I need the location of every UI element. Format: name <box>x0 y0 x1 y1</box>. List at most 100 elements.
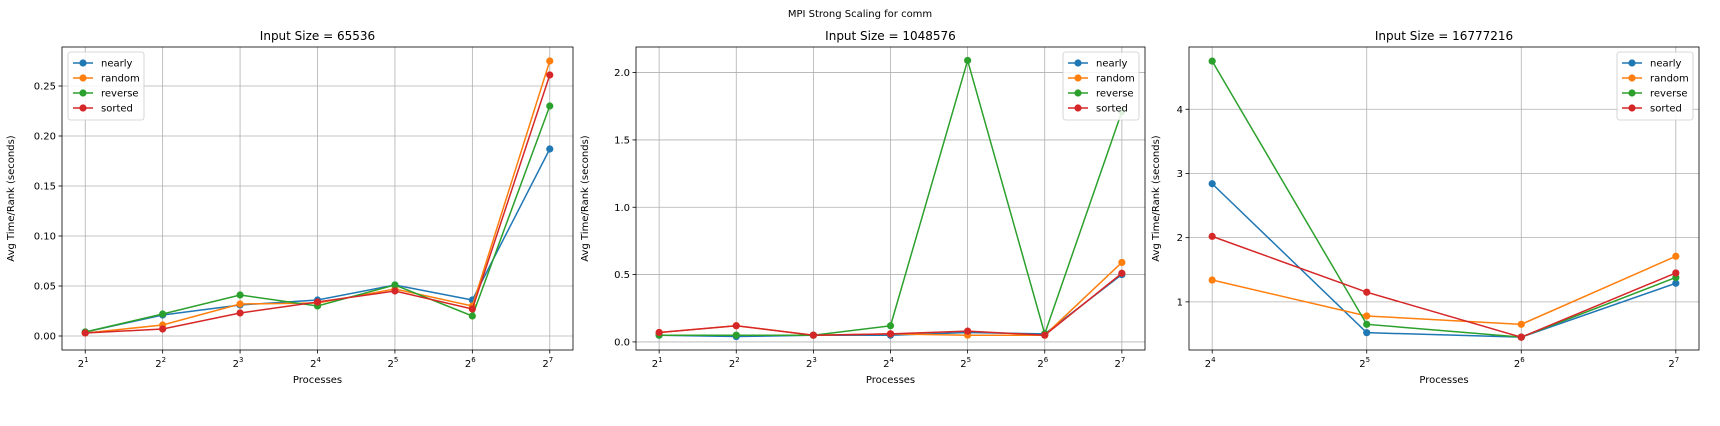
x-tick-base: 2 <box>1037 359 1043 370</box>
x-tick-label: 23 <box>233 356 244 370</box>
data-point-sorted <box>1517 333 1525 341</box>
x-tick-base: 2 <box>1668 359 1674 370</box>
data-point-random <box>236 300 244 308</box>
x-tick-base: 2 <box>806 359 812 370</box>
legend-marker-sorted <box>1628 104 1636 112</box>
x-axis-label: Processes <box>1419 375 1468 386</box>
data-point-random <box>1517 320 1525 328</box>
y-tick-label: 1 <box>1177 297 1183 308</box>
data-point-reverse <box>1363 320 1371 328</box>
y-tick-label: 4 <box>1177 105 1183 116</box>
data-point-sorted <box>809 331 817 339</box>
data-point-reverse <box>391 281 399 289</box>
legend: nearly random reverse sorted <box>67 51 145 121</box>
data-point-sorted <box>236 309 244 317</box>
x-tick-base: 2 <box>883 359 889 370</box>
data-point-nearly <box>1208 180 1216 188</box>
y-axis-label: Avg Time/Rank (seconds) <box>1151 135 1162 261</box>
data-point-reverse <box>468 312 476 320</box>
x-tick-label: 25 <box>960 356 971 370</box>
x-tick-exponent: 5 <box>394 356 398 364</box>
y-tick-label: 2 <box>1177 233 1183 244</box>
y-tick-label: 3 <box>1177 169 1183 180</box>
x-axis-label: Processes <box>866 375 915 386</box>
data-point-reverse <box>159 310 167 318</box>
x-tick-label: 27 <box>1114 356 1125 370</box>
data-point-sorted <box>546 71 554 79</box>
data-point-sorted <box>1672 269 1680 277</box>
x-tick-label: 25 <box>388 356 399 370</box>
y-tick-label: 0.25 <box>34 82 56 93</box>
legend-box <box>67 51 145 121</box>
data-point-sorted <box>1363 288 1371 296</box>
x-tick-base: 2 <box>1205 359 1211 370</box>
subplot-1: 21 22 23 24 25 26 270.000.050.100.150.200.25In… <box>6 29 574 386</box>
legend-label-nearly: nearly <box>1096 59 1128 70</box>
legend-label-nearly: nearly <box>101 59 133 70</box>
legend-marker-nearly <box>1074 59 1082 67</box>
x-tick-label: 24 <box>310 356 321 370</box>
legend: nearly random reverse sorted <box>1062 51 1140 121</box>
data-point-random <box>1363 312 1371 320</box>
legend-label-nearly: nearly <box>1650 59 1682 70</box>
x-tick-label: 23 <box>806 356 817 370</box>
x-tick-base: 2 <box>310 359 316 370</box>
x-tick-exponent: 4 <box>1211 356 1216 364</box>
data-point-sorted <box>886 330 895 338</box>
x-tick-base: 2 <box>729 359 735 370</box>
x-tick-exponent: 3 <box>812 356 816 364</box>
legend-marker-reverse <box>79 89 87 97</box>
data-point-sorted <box>159 325 167 333</box>
data-point-sorted <box>391 287 399 295</box>
x-tick-base: 2 <box>388 359 394 370</box>
y-tick-label: 0.00 <box>34 332 56 343</box>
x-tick-base: 2 <box>652 359 658 370</box>
x-tick-label: 27 <box>542 356 553 370</box>
x-tick-exponent: 6 <box>1044 356 1049 364</box>
figure-suptitle: MPI Strong Scaling for comm <box>788 9 932 20</box>
x-tick-exponent: 4 <box>316 356 321 364</box>
data-point-reverse <box>1208 57 1216 65</box>
x-tick-exponent: 5 <box>967 356 971 364</box>
legend-marker-sorted <box>1074 104 1082 112</box>
data-point-random <box>1208 276 1216 284</box>
series-line-random <box>1212 255 1677 326</box>
data-point-reverse <box>964 56 972 65</box>
data-point-reverse <box>546 102 554 110</box>
series-line-sorted <box>1211 235 1677 338</box>
legend-marker-random <box>1074 74 1082 82</box>
data-point-random <box>546 57 554 65</box>
y-tick-label: 0.5 <box>614 270 630 281</box>
legend-box <box>1616 51 1694 121</box>
x-tick-label: 21 <box>652 356 663 370</box>
data-point-sorted <box>732 322 740 330</box>
subplot-title: Input Size = 1048576 <box>825 29 956 43</box>
legend-label-reverse: reverse <box>101 89 139 100</box>
x-tick-label: 21 <box>78 356 89 370</box>
x-tick-label: 26 <box>1037 356 1048 370</box>
data-point-nearly <box>1363 329 1371 337</box>
data-point-sorted <box>1118 269 1126 277</box>
legend-label-random: random <box>1096 74 1135 85</box>
series-line-nearly <box>1211 183 1677 338</box>
x-tick-base: 2 <box>1514 359 1520 370</box>
y-tick-label: 0.0 <box>614 337 630 348</box>
x-axis-label: Processes <box>293 375 342 386</box>
legend-label-sorted: sorted <box>1096 104 1128 115</box>
data-point-sorted <box>655 328 663 337</box>
x-tick-label: 22 <box>155 356 166 370</box>
x-tick-base: 2 <box>1114 359 1120 370</box>
x-tick-base: 2 <box>78 359 84 370</box>
x-tick-label: 24 <box>1205 356 1216 370</box>
y-axis-label: Avg Time/Rank (seconds) <box>580 135 591 261</box>
x-tick-exponent: 4 <box>889 356 894 364</box>
x-tick-base: 2 <box>465 359 471 370</box>
data-point-random <box>1118 258 1126 267</box>
x-tick-base: 2 <box>155 359 161 370</box>
legend-marker-reverse <box>1628 89 1636 97</box>
x-tick-exponent: 6 <box>471 356 476 364</box>
